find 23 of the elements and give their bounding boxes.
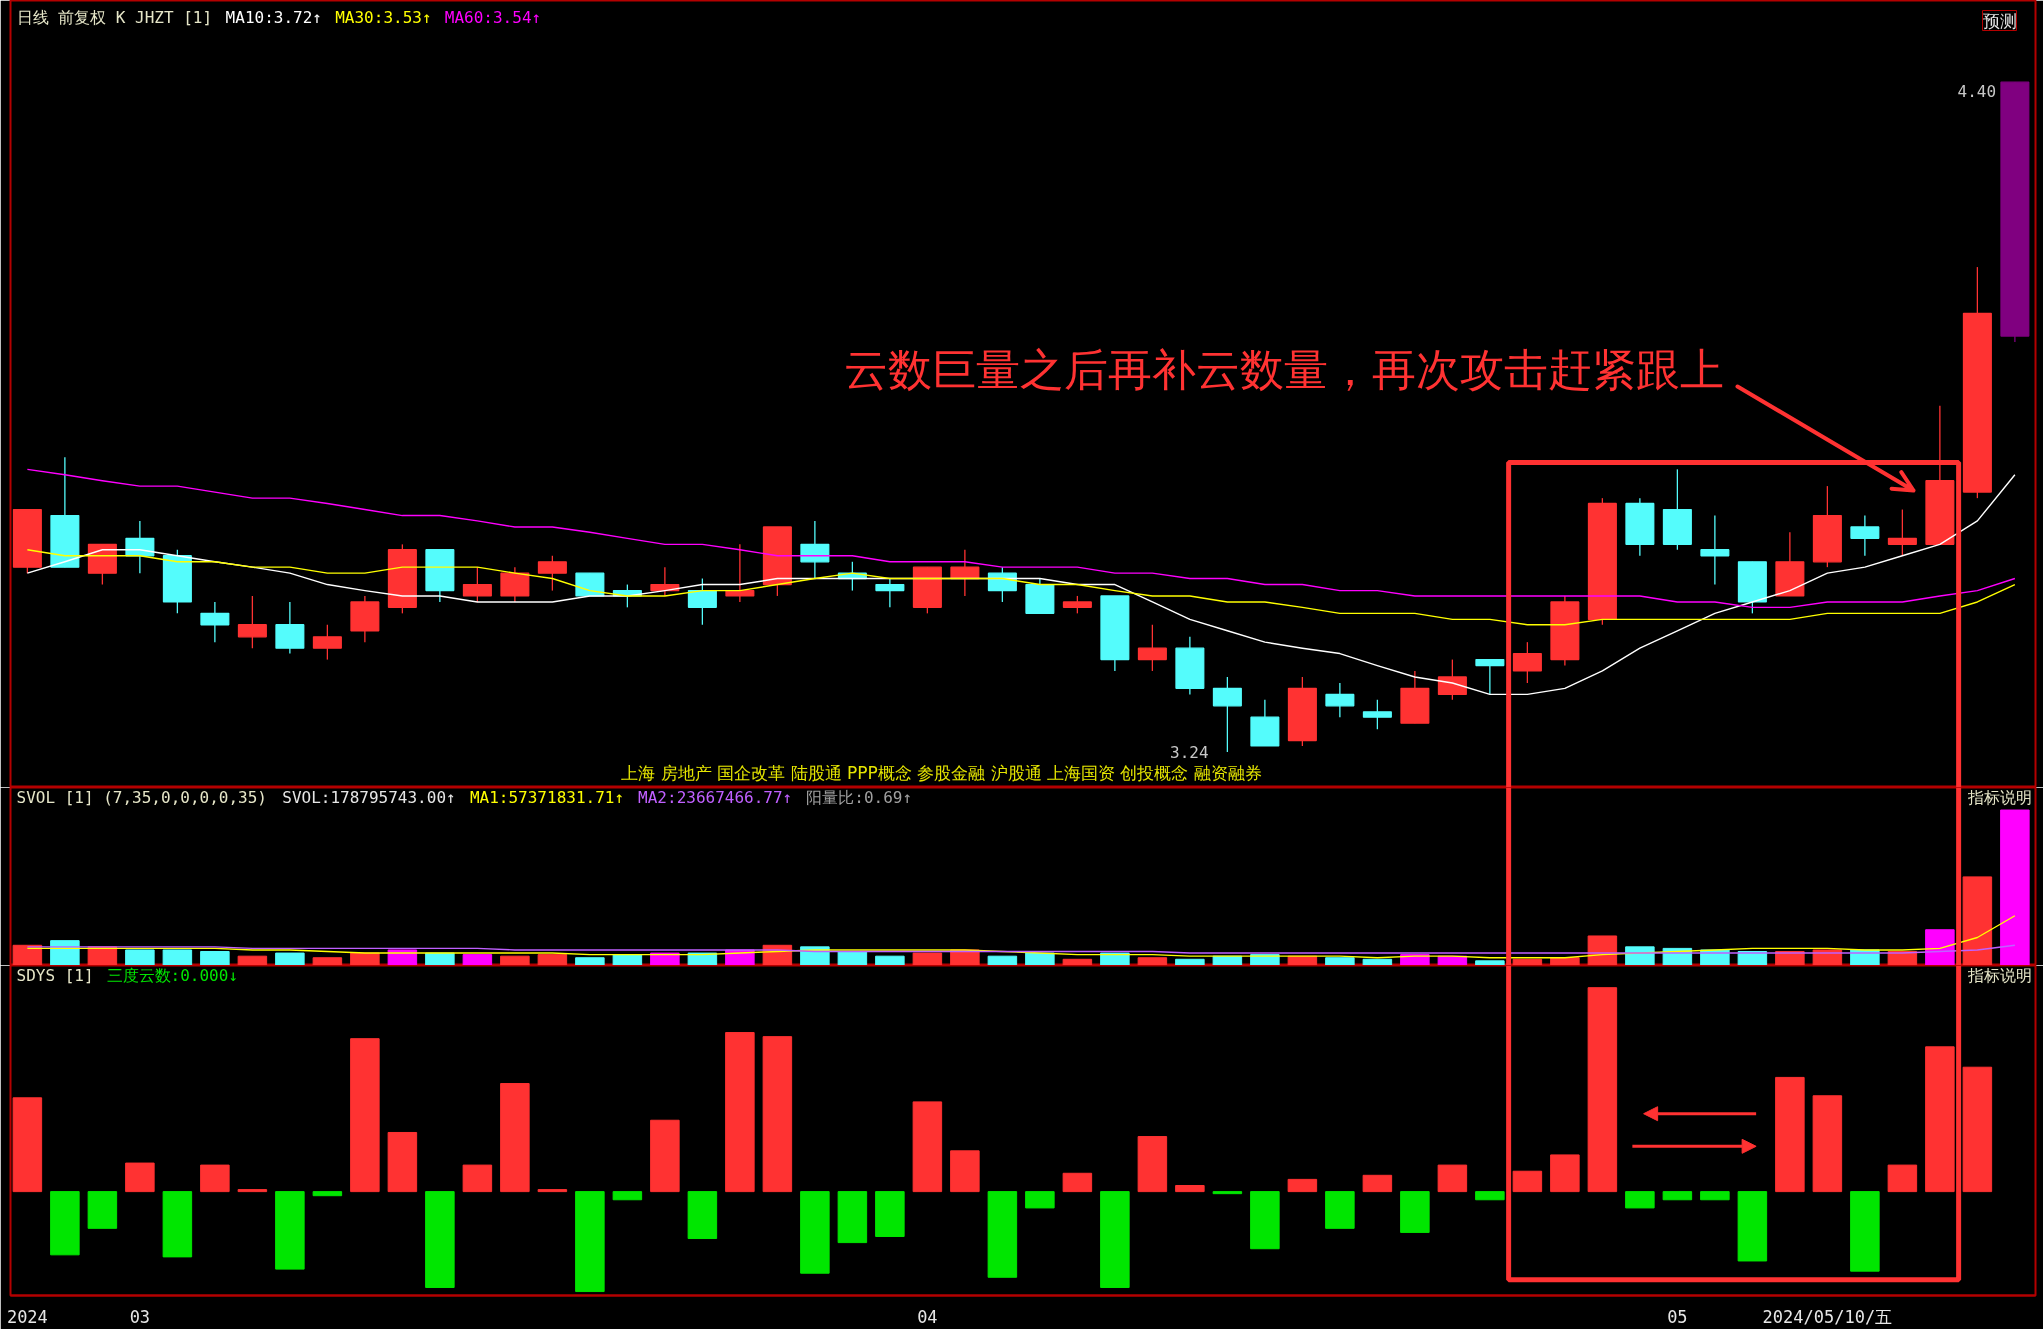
text: MA1:57371831.71↑	[469, 788, 625, 807]
annotation: 云数巨量之后再补云数量，再次攻击赶紧跟上	[843, 344, 1724, 395]
x-tick-label: 04	[917, 1306, 938, 1327]
text: MA30:3.53↑	[335, 8, 432, 27]
text: 阳量比:0.69↑	[806, 788, 913, 807]
annotation: 4.40	[1957, 82, 1997, 102]
chart-title: SVOL [1] (7,35,0,0,0,0,35)	[16, 788, 267, 807]
chart-title: SDYS [1]	[16, 965, 94, 985]
text: MA10:3.72↑	[225, 8, 322, 27]
text: SVOL:178795743.00↑	[282, 788, 456, 807]
text: MA2:23667466.77↑	[638, 788, 793, 807]
text: 指标说明	[1966, 965, 2032, 985]
text: 上海 房地产 国企改革 陆股通 PPP概念 参股金融 沪股通 上海国资 创投概念 融资融券	[621, 762, 1262, 783]
text: 三度云数:0.000↓	[106, 965, 239, 985]
chart-title: 日线 前复权 K JHZT [1]	[16, 8, 213, 27]
text: 预测	[1982, 10, 2017, 31]
annotation: 3.24	[1170, 743, 1209, 762]
text: 指标说明	[1966, 788, 2032, 807]
x-tick-label: 05	[1667, 1306, 1688, 1327]
x-tick-label: 03	[129, 1306, 151, 1327]
x-tick-label: 2024/05/10/五	[1762, 1306, 1893, 1327]
text: MA60:3.54↑	[444, 8, 542, 27]
x-tick-label: 2024	[6, 1306, 48, 1327]
